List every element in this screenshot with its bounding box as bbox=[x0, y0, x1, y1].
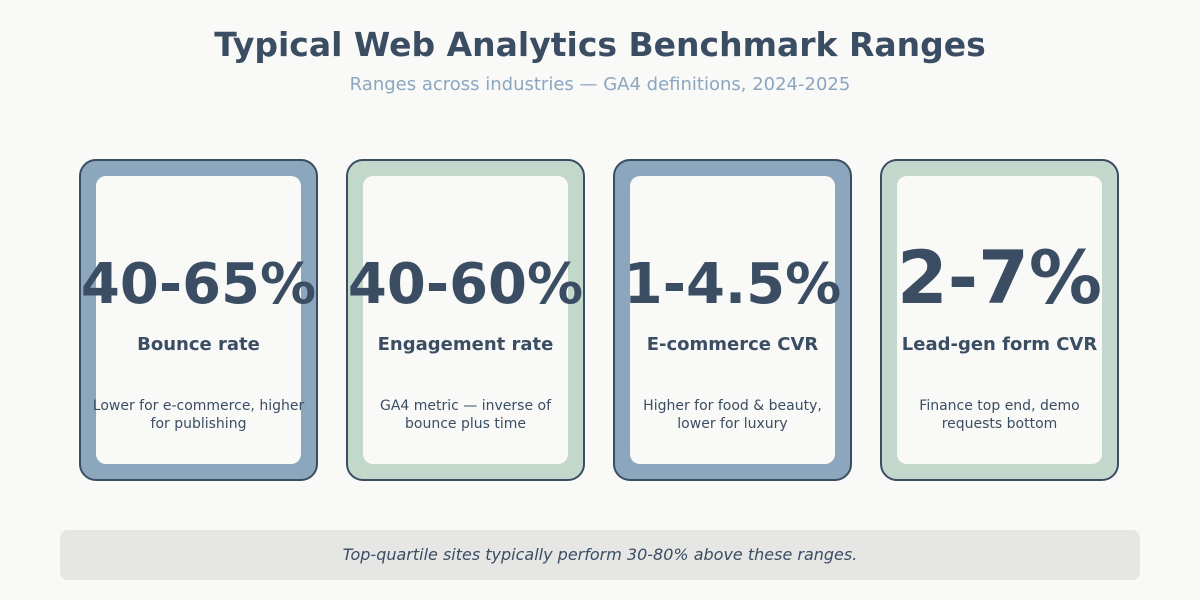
metric-label: Engagement rate bbox=[378, 334, 554, 355]
metric-description: lower for luxury bbox=[677, 416, 787, 432]
card-inner bbox=[96, 176, 301, 464]
metric-description: Finance top end, demo bbox=[919, 398, 1079, 414]
metric-description: GA4 metric — inverse of bbox=[380, 398, 552, 414]
page-subtitle: Ranges across industries — GA4 definitio… bbox=[350, 74, 851, 95]
metric-value: 40-60% bbox=[348, 252, 583, 317]
page-title: Typical Web Analytics Benchmark Ranges bbox=[214, 25, 986, 64]
metric-description: bounce plus time bbox=[405, 416, 526, 432]
metric-card: 1-4.5% E-commerce CVR Higher for food & be… bbox=[613, 159, 852, 481]
card-inner bbox=[897, 176, 1102, 464]
metric-description: for publishing bbox=[151, 416, 247, 432]
metric-value: 1-4.5% bbox=[624, 252, 842, 317]
metric-card: 40-65% Bounce rate Lower for e-commerce, h… bbox=[79, 159, 318, 481]
footer-note: Top-quartile sites typically perform 30-… bbox=[343, 545, 858, 564]
metric-description: Lower for e-commerce, higher bbox=[93, 398, 305, 414]
metric-description: Higher for food & beauty, bbox=[643, 398, 822, 414]
metric-value: 40-65% bbox=[81, 252, 316, 317]
metric-card: 2-7% Lead-gen form CVR Finance top end, de… bbox=[880, 159, 1119, 481]
card-inner bbox=[363, 176, 568, 464]
card-inner bbox=[630, 176, 835, 464]
metric-label: E-commerce CVR bbox=[647, 334, 819, 355]
metric-label: Bounce rate bbox=[137, 334, 260, 355]
metric-card: 40-60% Engagement rate GA4 metric — invers… bbox=[346, 159, 585, 481]
footer-banner bbox=[60, 530, 1140, 580]
metric-label: Lead-gen form CVR bbox=[902, 334, 1098, 355]
metric-description: requests bottom bbox=[942, 416, 1058, 432]
metric-value: 2-7% bbox=[897, 236, 1102, 321]
